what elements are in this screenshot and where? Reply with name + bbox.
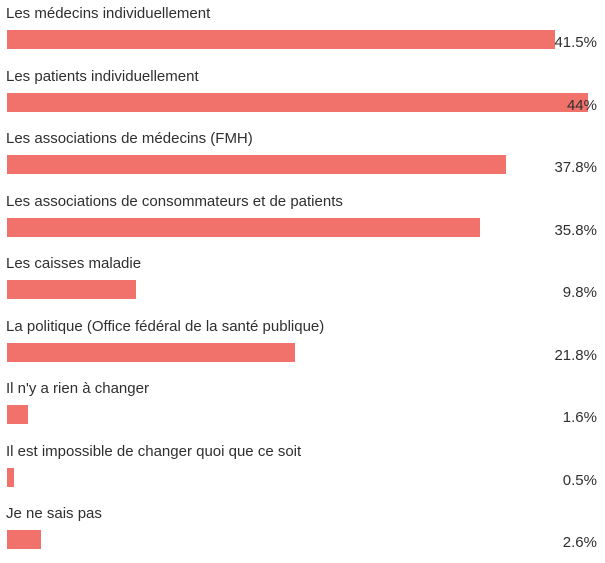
value-label: 9.8% [562,284,597,301]
chart-row: Je ne sais pas 2.6% [0,500,605,563]
category-label: Les caisses maladie [6,255,142,272]
value-label: 2.6% [562,534,597,551]
category-label: Je ne sais pas [6,505,102,522]
bar [7,280,136,299]
bar [7,155,506,174]
chart-row: Il est impossible de changer quoi que ce… [0,438,605,501]
value-label: 35.8% [554,221,597,239]
value-label: 41.5% [554,34,597,51]
category-label: Les médecins individuellement [6,5,211,22]
category-label: Les associations de médecins (FMH) [6,130,253,147]
chart-row: Il n'y a rien à changer 1.6% [0,375,605,438]
category-label: Il est impossible de changer quoi que ce… [6,442,302,460]
value-label: 44% [566,96,597,114]
chart-row: La politique (Office fédéral de la santé… [0,313,605,376]
bar [7,217,480,237]
chart-row: Les associations de médecins (FMH) 37.8% [0,125,605,188]
bar [7,30,555,49]
value-label: 21.8% [554,346,597,364]
value-label: 37.8% [554,159,597,176]
bar [7,405,28,424]
chart-row: Les caisses maladie 9.8% [0,250,605,313]
bar [7,342,295,362]
chart-row: Les patients individuellement 44% [0,63,605,126]
category-label: Les patients individuellement [6,67,199,85]
category-label: Les associations de consommateurs et de … [6,192,343,210]
value-label: 0.5% [562,471,597,489]
chart-row: Les médecins individuellement 41.5% [0,0,605,63]
category-label: Il n'y a rien à changer [6,380,149,397]
value-label: 1.6% [562,409,597,426]
bar [7,92,588,112]
category-label: La politique (Office fédéral de la santé… [6,317,325,335]
bar [7,530,41,549]
bar [7,467,14,487]
chart-row: Les associations de consommateurs et de … [0,188,605,251]
